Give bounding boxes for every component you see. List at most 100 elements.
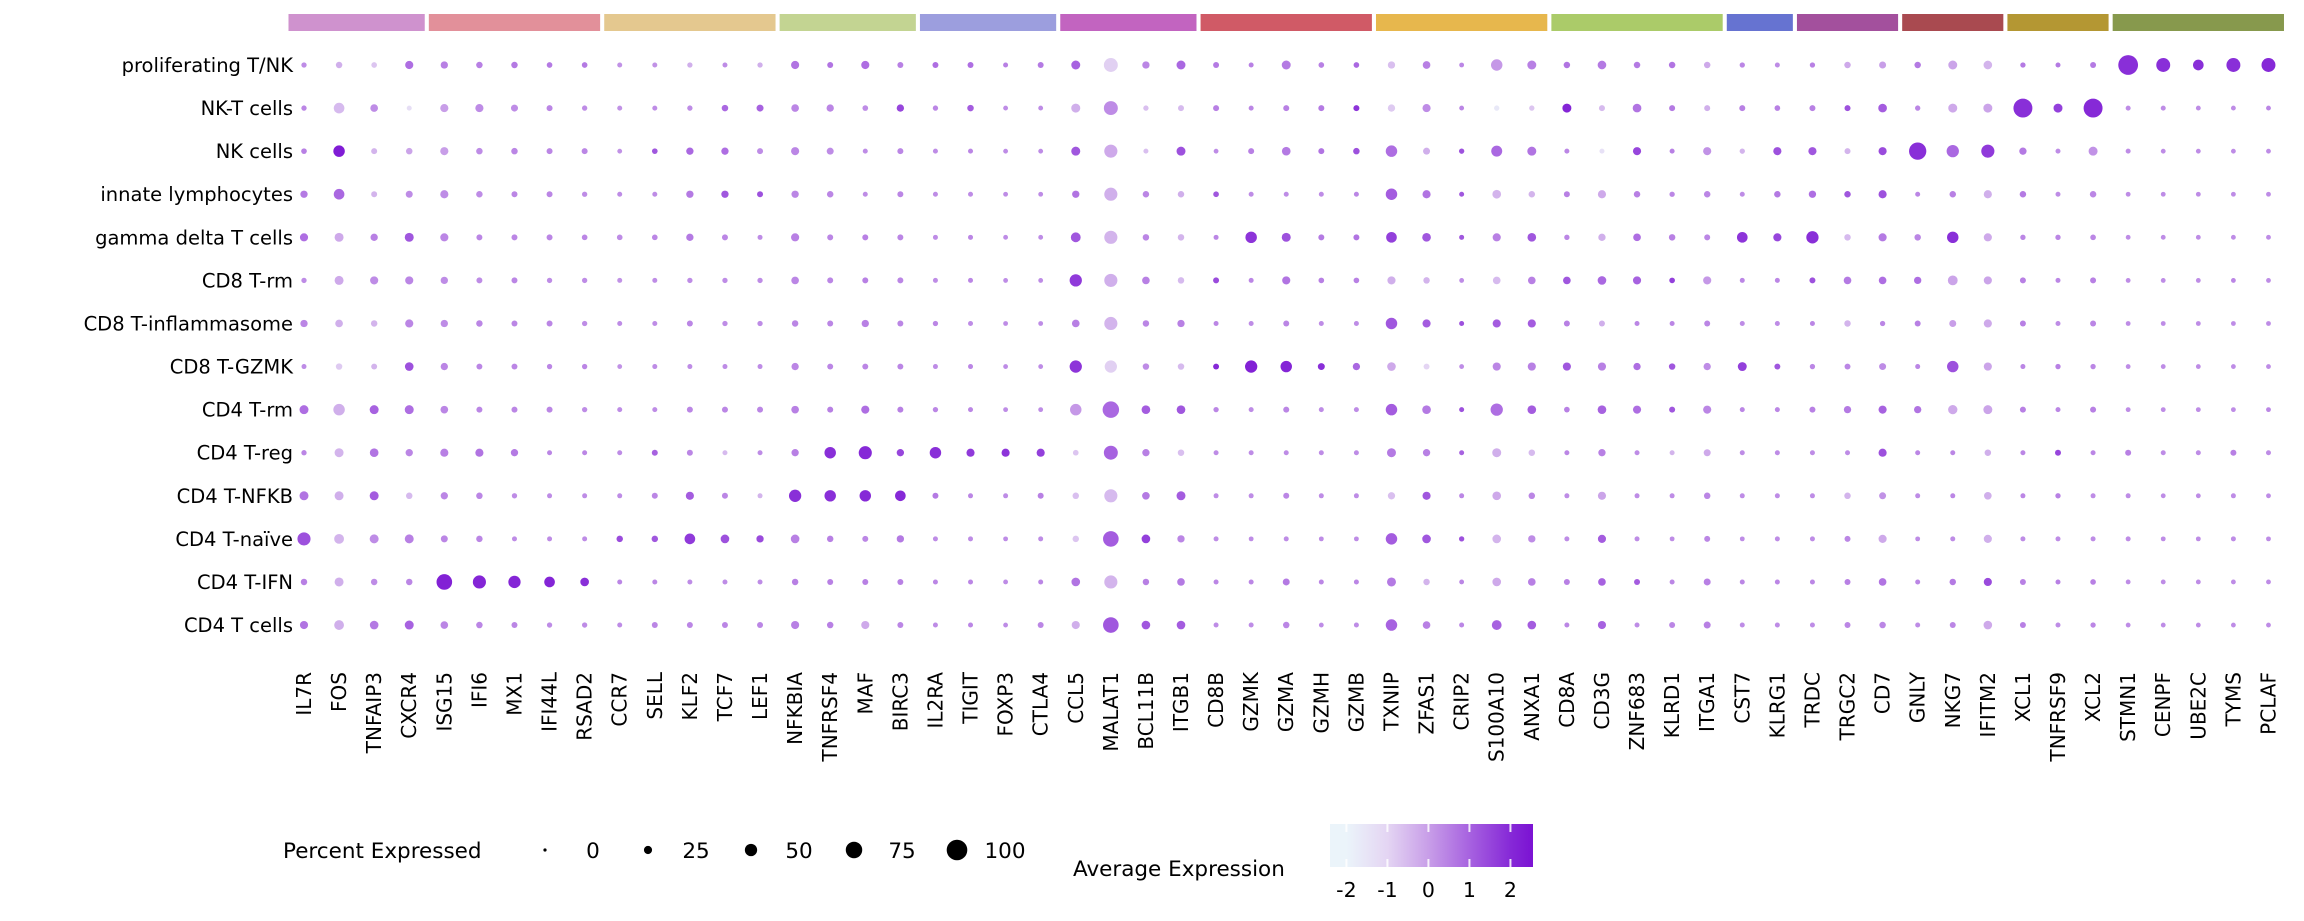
expression-dot — [1844, 535, 1851, 542]
expression-dot — [1317, 363, 1325, 371]
expression-dot — [967, 62, 974, 68]
expression-dot — [826, 147, 834, 155]
expression-dot — [617, 579, 623, 585]
expression-dot — [757, 493, 763, 499]
expression-dot — [1946, 145, 1959, 158]
expression-dot — [335, 363, 343, 370]
expression-dot — [547, 450, 553, 456]
gene-label: IL2RA — [923, 672, 947, 729]
gene-label: TYMS — [2221, 672, 2245, 727]
expression-dot — [1739, 148, 1745, 154]
expression-dot — [932, 191, 938, 197]
expression-dot — [2019, 406, 2026, 413]
expression-dot — [1142, 234, 1150, 241]
expression-dot — [1669, 148, 1675, 154]
expression-dot — [1072, 449, 1079, 456]
expression-dot — [1387, 492, 1396, 500]
expression-dot — [1878, 103, 1887, 113]
expression-dot — [1142, 449, 1150, 457]
expression-dot — [791, 578, 799, 586]
expression-dot — [1245, 231, 1257, 244]
expression-dot — [440, 621, 449, 629]
expression-dot — [1527, 578, 1536, 586]
expression-dot — [510, 104, 518, 112]
gene-label: CD7 — [1871, 672, 1895, 714]
expression-dot — [827, 234, 834, 241]
expression-dot — [2266, 105, 2271, 111]
expression-dot — [968, 407, 974, 413]
expression-dot — [968, 536, 974, 542]
expression-dot — [2195, 277, 2201, 283]
expression-dot — [1318, 277, 1325, 284]
expression-dot — [1003, 234, 1009, 240]
expression-dot — [1104, 144, 1118, 158]
expression-dot — [511, 406, 518, 413]
expression-dot — [1142, 491, 1150, 500]
expression-dot — [475, 448, 484, 457]
expression-dot — [2261, 58, 2276, 72]
row-label: CD8 T-GZMK — [170, 356, 294, 379]
expression-dot — [1387, 362, 1396, 371]
expression-dot — [1947, 275, 1958, 286]
expression-dot — [1353, 191, 1359, 197]
expression-dot — [440, 362, 448, 371]
gene-label: STMN1 — [2116, 672, 2140, 742]
expression-dot — [511, 363, 518, 370]
expression-dot — [617, 277, 623, 283]
expression-dot — [2266, 622, 2271, 628]
expression-dot — [791, 276, 799, 285]
expression-dot — [651, 622, 658, 629]
expression-dot — [1809, 277, 1816, 284]
expression-dot — [1950, 493, 1956, 499]
expression-dot — [1809, 320, 1815, 326]
expression-dot — [1177, 363, 1185, 370]
expression-dot — [511, 277, 518, 284]
expression-dot — [405, 60, 414, 70]
expression-dot — [472, 575, 486, 589]
expression-dot — [1564, 536, 1570, 542]
expression-dot — [1492, 577, 1502, 587]
expression-dot — [404, 534, 414, 544]
expression-dot — [827, 363, 834, 370]
expression-dot — [1914, 234, 1921, 241]
expression-dot — [1491, 145, 1503, 157]
expression-dot — [1564, 622, 1570, 628]
expression-dot — [1983, 577, 1992, 587]
expression-dot — [1177, 190, 1185, 198]
expression-dot — [721, 406, 728, 413]
expression-dot — [1141, 405, 1151, 414]
expression-dot — [686, 320, 693, 327]
expression-dot — [1844, 622, 1851, 629]
expression-dot — [2195, 536, 2201, 542]
expression-dot — [1318, 191, 1324, 197]
expression-dot — [1564, 406, 1570, 413]
expression-dot — [1422, 232, 1431, 242]
expression-dot — [1598, 578, 1606, 586]
expression-dot — [968, 364, 974, 370]
expression-dot — [1703, 621, 1711, 629]
expression-dot — [1668, 234, 1676, 241]
expression-dot — [1104, 230, 1118, 244]
expression-dot — [546, 363, 553, 370]
expression-dot — [721, 492, 728, 499]
expression-dot — [1598, 320, 1605, 327]
expression-dot — [1104, 489, 1118, 503]
expression-dot — [897, 320, 904, 327]
expression-dot — [1915, 493, 1921, 499]
expression-dot — [476, 277, 483, 284]
expression-dot — [1774, 579, 1780, 585]
expression-dot — [1563, 578, 1570, 585]
expression-dot — [1492, 233, 1501, 242]
expression-dot — [1072, 535, 1080, 543]
expression-dot — [1774, 536, 1780, 542]
expression-dot — [370, 276, 379, 285]
expression-dot — [1527, 60, 1537, 70]
expression-dot — [1774, 190, 1781, 198]
expression-dot — [1280, 360, 1292, 373]
expression-dot — [897, 234, 904, 241]
expression-dot — [440, 233, 449, 242]
expression-dot — [968, 191, 974, 197]
expression-legend-title: Average Expression — [1073, 857, 1285, 882]
expression-dot — [1739, 277, 1745, 283]
expression-dot — [297, 532, 311, 546]
